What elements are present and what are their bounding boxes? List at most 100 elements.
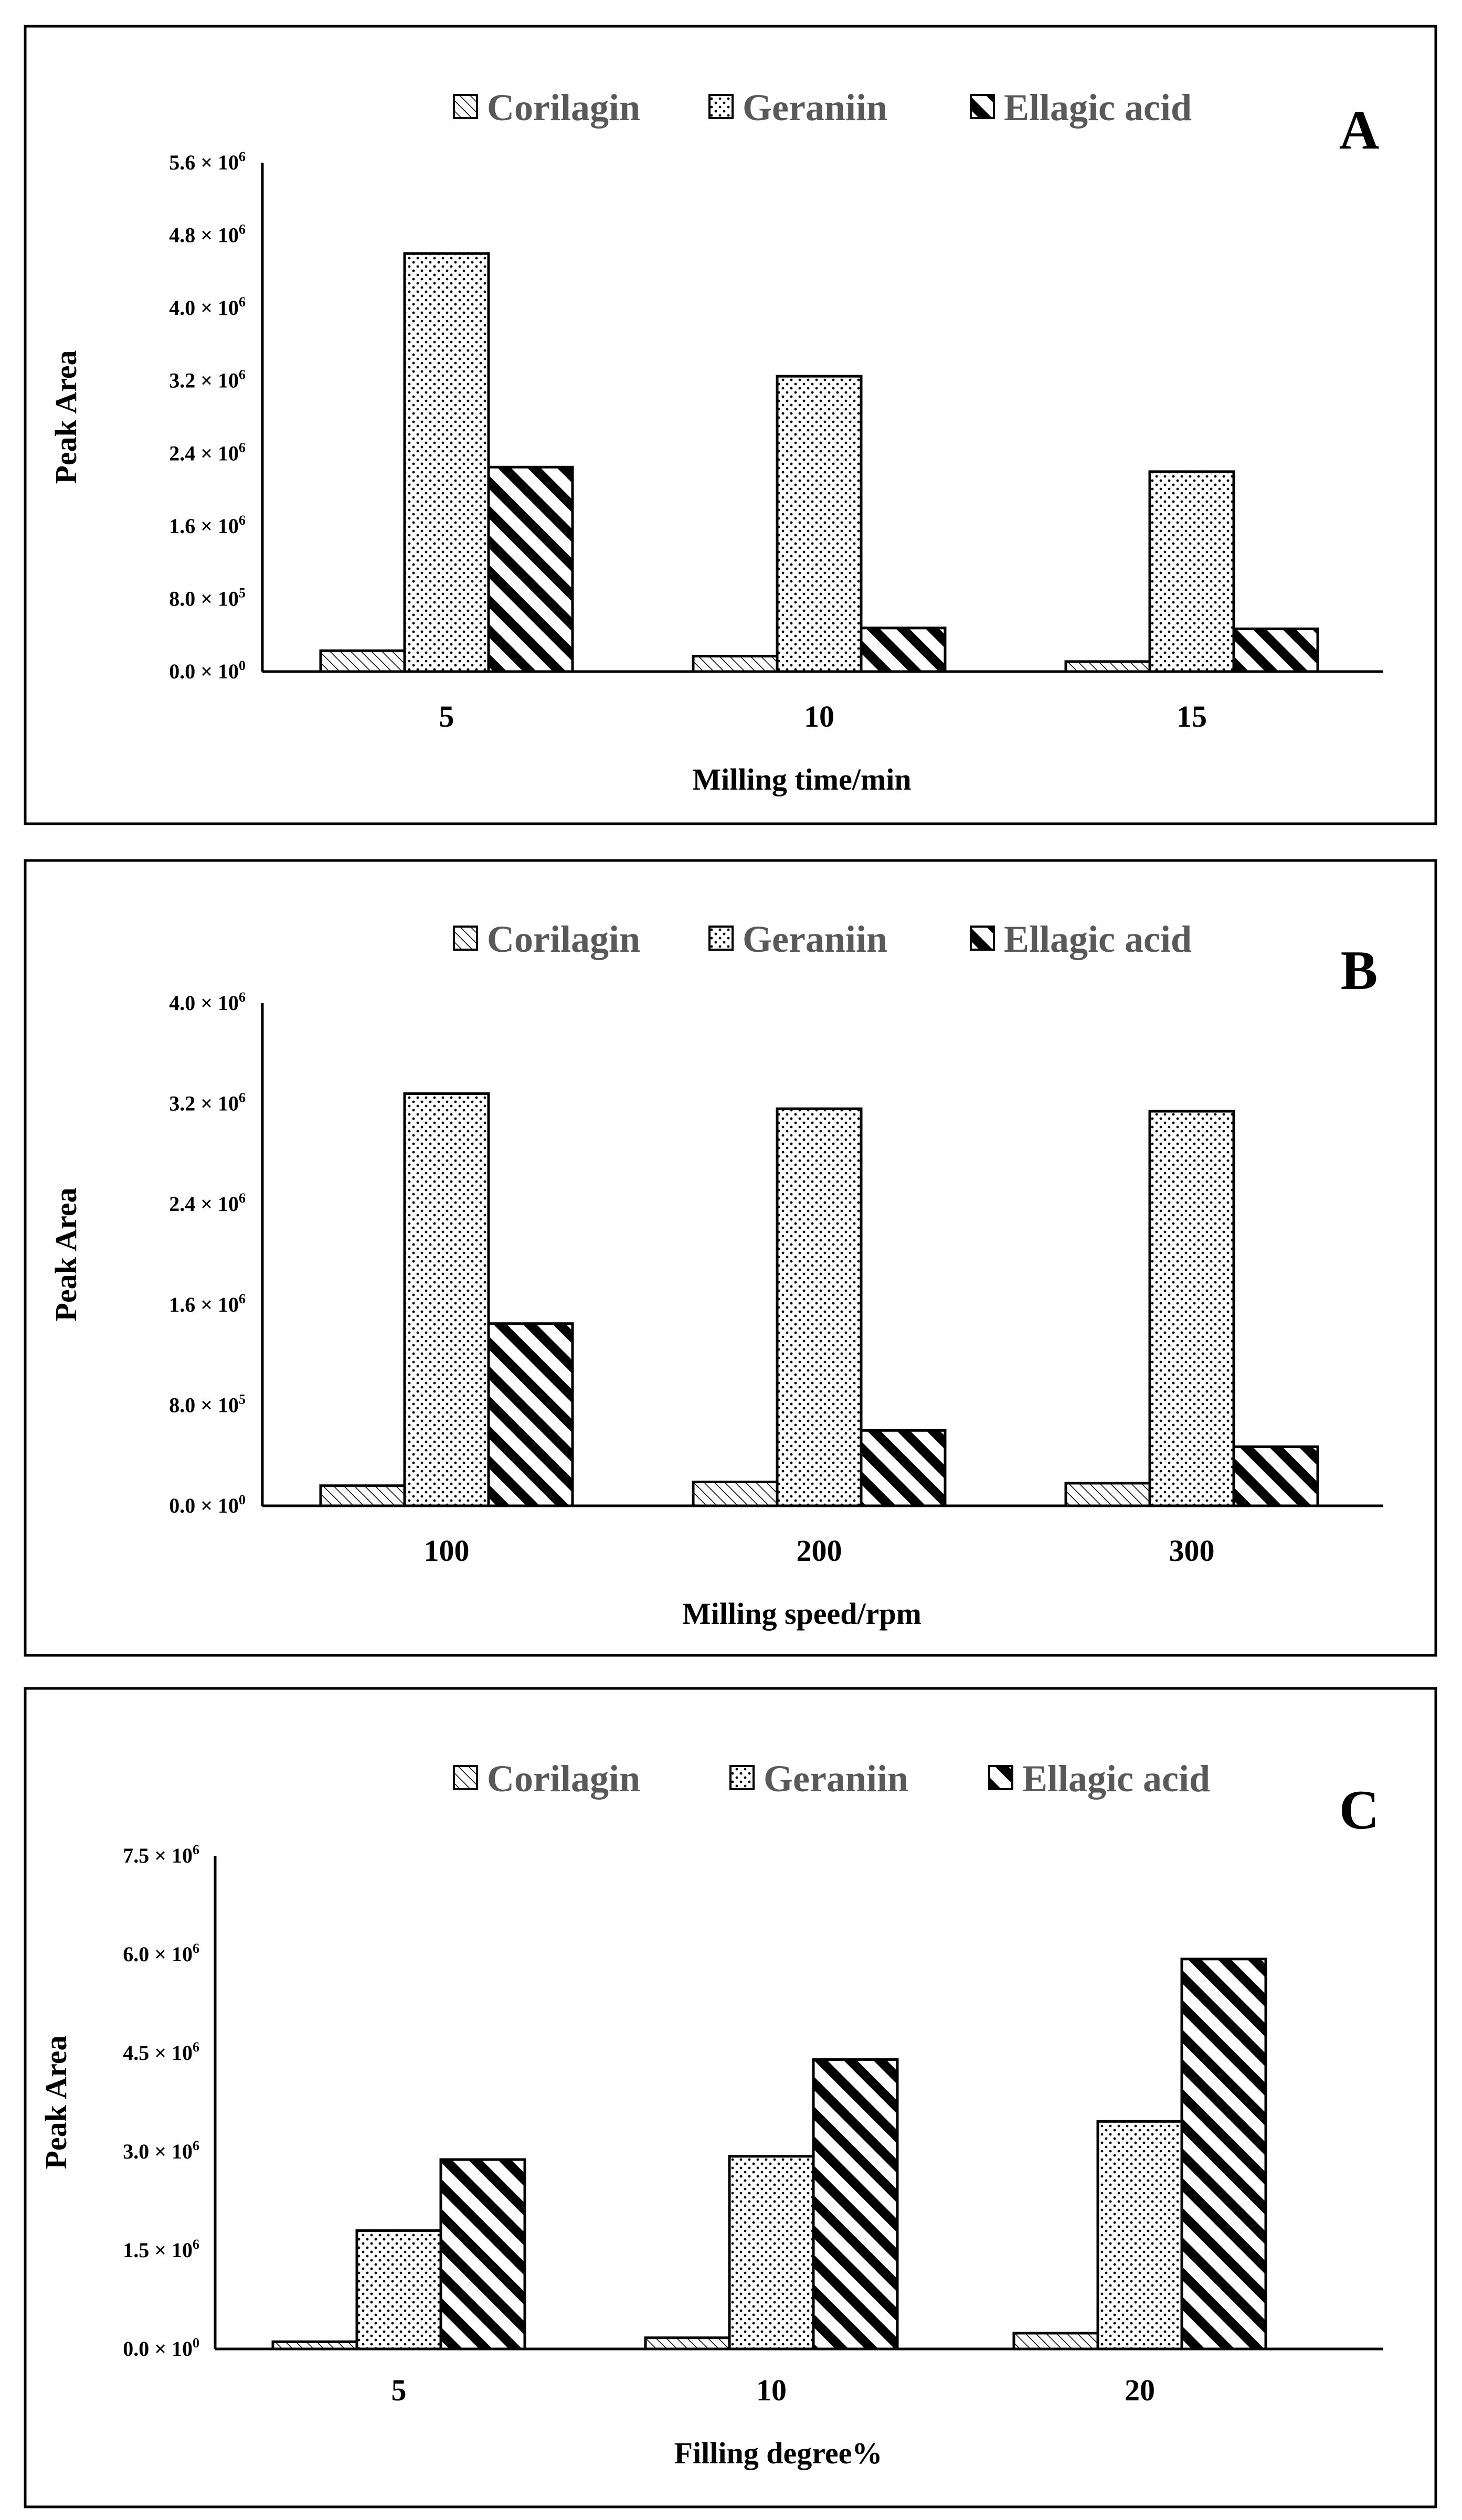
tick-mantissa: 0.0 [123, 2337, 149, 2360]
legend-label: Ellagic acid [1022, 1758, 1210, 1800]
y-tick-label: 2.4 × 106 [169, 440, 246, 465]
y-tick-label: 3.2 × 106 [169, 1090, 246, 1115]
tick-times: × 10 [195, 1393, 239, 1417]
tick-mantissa: 2.4 [169, 441, 195, 465]
tick-times: × 10 [149, 2337, 193, 2360]
tick-mantissa: 1.6 [169, 1293, 195, 1316]
legend-swatch-ellagic-acid [970, 926, 995, 951]
tick-mantissa: 8.0 [169, 587, 195, 610]
bar-corilagin-10 [644, 2336, 731, 2351]
tick-mantissa: 4.8 [169, 224, 195, 247]
tick-exponent: 6 [239, 1190, 246, 1206]
bar-corilagin-300 [1064, 1482, 1151, 1507]
bar-ellagic-acid-15 [1232, 628, 1319, 673]
tick-exponent: 5 [239, 585, 246, 600]
x-category-label: 15 [1177, 699, 1207, 733]
tick-exponent: 0 [193, 2335, 199, 2351]
tick-times: × 10 [195, 1293, 239, 1316]
tick-times: × 10 [195, 441, 239, 465]
legend-swatch-corilagin [453, 94, 478, 119]
tick-times: × 10 [149, 2238, 193, 2262]
legend-swatch-ellagic-acid [970, 94, 995, 119]
legend-label: Corilagin [487, 1758, 640, 1800]
tick-exponent: 6 [193, 2138, 199, 2153]
bar-corilagin-100 [319, 1484, 406, 1507]
bar-geraniin-15 [1148, 470, 1235, 673]
y-tick-label: 2.4 × 106 [169, 1190, 246, 1216]
y-tick-label: 1.5 × 106 [123, 2237, 199, 2262]
tick-mantissa: 3.0 [123, 2140, 149, 2163]
bar-geraniin-5 [355, 2229, 442, 2351]
bar-ellagic-acid-200 [860, 1429, 947, 1507]
legend-label: Ellagic acid [1004, 87, 1192, 129]
legend-swatch-corilagin [453, 1765, 478, 1790]
tick-exponent: 6 [239, 1090, 246, 1105]
legend: Corilagin Geraniin Ellagic acid [453, 87, 1192, 129]
panel-frame [24, 25, 1437, 825]
tick-mantissa: 1.5 [123, 2238, 149, 2262]
tick-times: × 10 [195, 1092, 239, 1115]
legend: Corilagin Geraniin Ellagic acid [453, 1758, 1210, 1800]
tick-exponent: 6 [193, 2039, 199, 2055]
tick-exponent: 6 [193, 2237, 199, 2252]
y-tick-label: 8.0 × 105 [169, 585, 246, 610]
y-tick-label: 4.0 × 106 [169, 990, 246, 1015]
bar-geraniin-10 [776, 375, 863, 673]
bar-ellagic-acid-10 [812, 2058, 899, 2351]
y-tick-label: 4.8 × 106 [169, 222, 246, 247]
tick-mantissa: 6.0 [123, 1942, 149, 1966]
y-tick-label: 1.6 × 106 [169, 513, 246, 538]
legend-label: Corilagin [487, 87, 640, 129]
y-tick-label: 7.5 × 106 [123, 1842, 199, 1867]
bar-corilagin-200 [692, 1481, 779, 1507]
legend-swatch-ellagic-acid [988, 1765, 1013, 1790]
x-category-label: 200 [797, 1534, 842, 1568]
panel-letter: A [1339, 99, 1380, 161]
tick-exponent: 6 [239, 440, 246, 455]
tick-mantissa: 1.6 [169, 514, 195, 538]
bar-corilagin-5 [319, 649, 406, 673]
legend-swatch-geraniin [729, 1765, 755, 1790]
tick-mantissa: 3.2 [169, 1092, 195, 1115]
tick-times: × 10 [195, 1494, 239, 1517]
y-axis-title: Peak Area [39, 2035, 73, 2169]
tick-mantissa: 3.2 [169, 369, 195, 392]
bar-geraniin-200 [776, 1107, 863, 1507]
x-category-label: 100 [424, 1534, 470, 1568]
tick-mantissa: 0.0 [169, 660, 195, 683]
legend-label: Corilagin [487, 918, 640, 960]
bar-ellagic-acid-300 [1232, 1445, 1319, 1507]
tick-exponent: 0 [239, 1492, 246, 1507]
y-tick-label: 4.5 × 106 [123, 2039, 199, 2065]
y-tick-label: 0.0 × 100 [169, 658, 246, 683]
panel-letter: C [1339, 1779, 1380, 1841]
tick-exponent: 6 [193, 1941, 199, 1956]
x-axis-title: Milling time/min [692, 762, 911, 796]
tick-times: × 10 [195, 991, 239, 1015]
legend-swatch-corilagin [453, 926, 478, 951]
legend-label: Geraniin [743, 918, 887, 960]
legend: Corilagin Geraniin Ellagic acid [453, 918, 1192, 960]
tick-times: × 10 [195, 296, 239, 320]
x-axis-title: Milling speed/rpm [682, 1597, 921, 1631]
y-tick-label: 3.2 × 106 [169, 367, 246, 392]
y-tick-label: 0.0 × 100 [169, 1492, 246, 1517]
legend-swatch-geraniin [708, 94, 734, 119]
tick-times: × 10 [149, 2041, 193, 2065]
tick-exponent: 6 [239, 990, 246, 1005]
tick-times: × 10 [149, 1942, 193, 1966]
tick-exponent: 6 [239, 1291, 246, 1306]
x-category-label: 10 [756, 2373, 787, 2407]
y-axis-title: Peak Area [49, 350, 83, 484]
legend-label: Geraniin [764, 1758, 908, 1800]
y-tick-label: 0.0 × 100 [123, 2335, 199, 2360]
tick-times: × 10 [195, 514, 239, 538]
bar-ellagic-acid-10 [860, 626, 947, 673]
x-category-label: 10 [804, 699, 834, 733]
x-category-label: 300 [1169, 1534, 1215, 1568]
bar-corilagin-10 [692, 655, 779, 673]
tick-mantissa: 0.0 [169, 1494, 195, 1517]
